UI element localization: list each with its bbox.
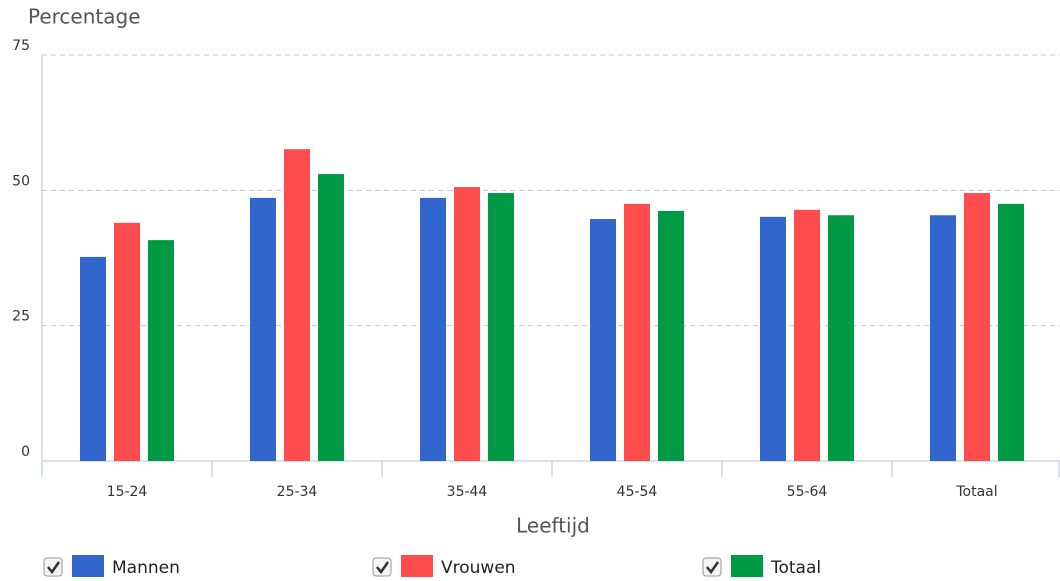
bar: [250, 197, 276, 462]
bar: [420, 197, 446, 462]
checkmark: [706, 561, 720, 575]
bar: [284, 149, 310, 461]
legend-swatch: [72, 555, 104, 577]
checkmark: [47, 561, 61, 575]
bar: [148, 240, 174, 461]
legend-label: Vrouwen: [441, 558, 516, 578]
x-tick-label: 25-34: [277, 484, 318, 500]
x-tick-label: Totaal: [955, 484, 997, 500]
y-axis-title: Percentage: [28, 5, 141, 29]
y-tick-label: 25: [12, 309, 30, 325]
bar: [590, 219, 616, 461]
x-tick-label: 15-24: [107, 484, 148, 500]
legend-item[interactable]: Totaal: [702, 555, 821, 578]
bar: [794, 209, 820, 461]
bar: [828, 215, 854, 461]
y-tick-label: 75: [12, 38, 30, 54]
legend-swatch: [731, 555, 763, 577]
legend-swatch: [401, 555, 433, 577]
bar: [318, 174, 344, 462]
checkbox[interactable]: [43, 557, 63, 577]
y-tick-label: 50: [12, 173, 30, 189]
y-tick-label: 0: [21, 444, 30, 460]
bar: [80, 256, 106, 461]
bar: [998, 203, 1024, 461]
bar: [454, 187, 480, 461]
checkbox[interactable]: [372, 557, 392, 577]
legend-item[interactable]: Vrouwen: [372, 555, 516, 578]
bar: [964, 193, 990, 462]
x-tick-label: 45-54: [617, 484, 658, 500]
x-axis-title: Leeftijd: [516, 514, 590, 538]
bar: [114, 222, 140, 461]
bar: [930, 215, 956, 461]
bar: [488, 193, 514, 462]
legend-item[interactable]: Mannen: [43, 555, 180, 578]
bar: [624, 203, 650, 461]
checkbox[interactable]: [702, 557, 722, 577]
bar: [760, 216, 786, 461]
x-tick-label: 35-44: [447, 484, 488, 500]
legend-label: Mannen: [112, 558, 180, 578]
legend-label: Totaal: [770, 558, 821, 578]
x-tick-label: 55-64: [787, 484, 828, 500]
checkmark: [376, 561, 390, 575]
bar: [658, 210, 684, 461]
